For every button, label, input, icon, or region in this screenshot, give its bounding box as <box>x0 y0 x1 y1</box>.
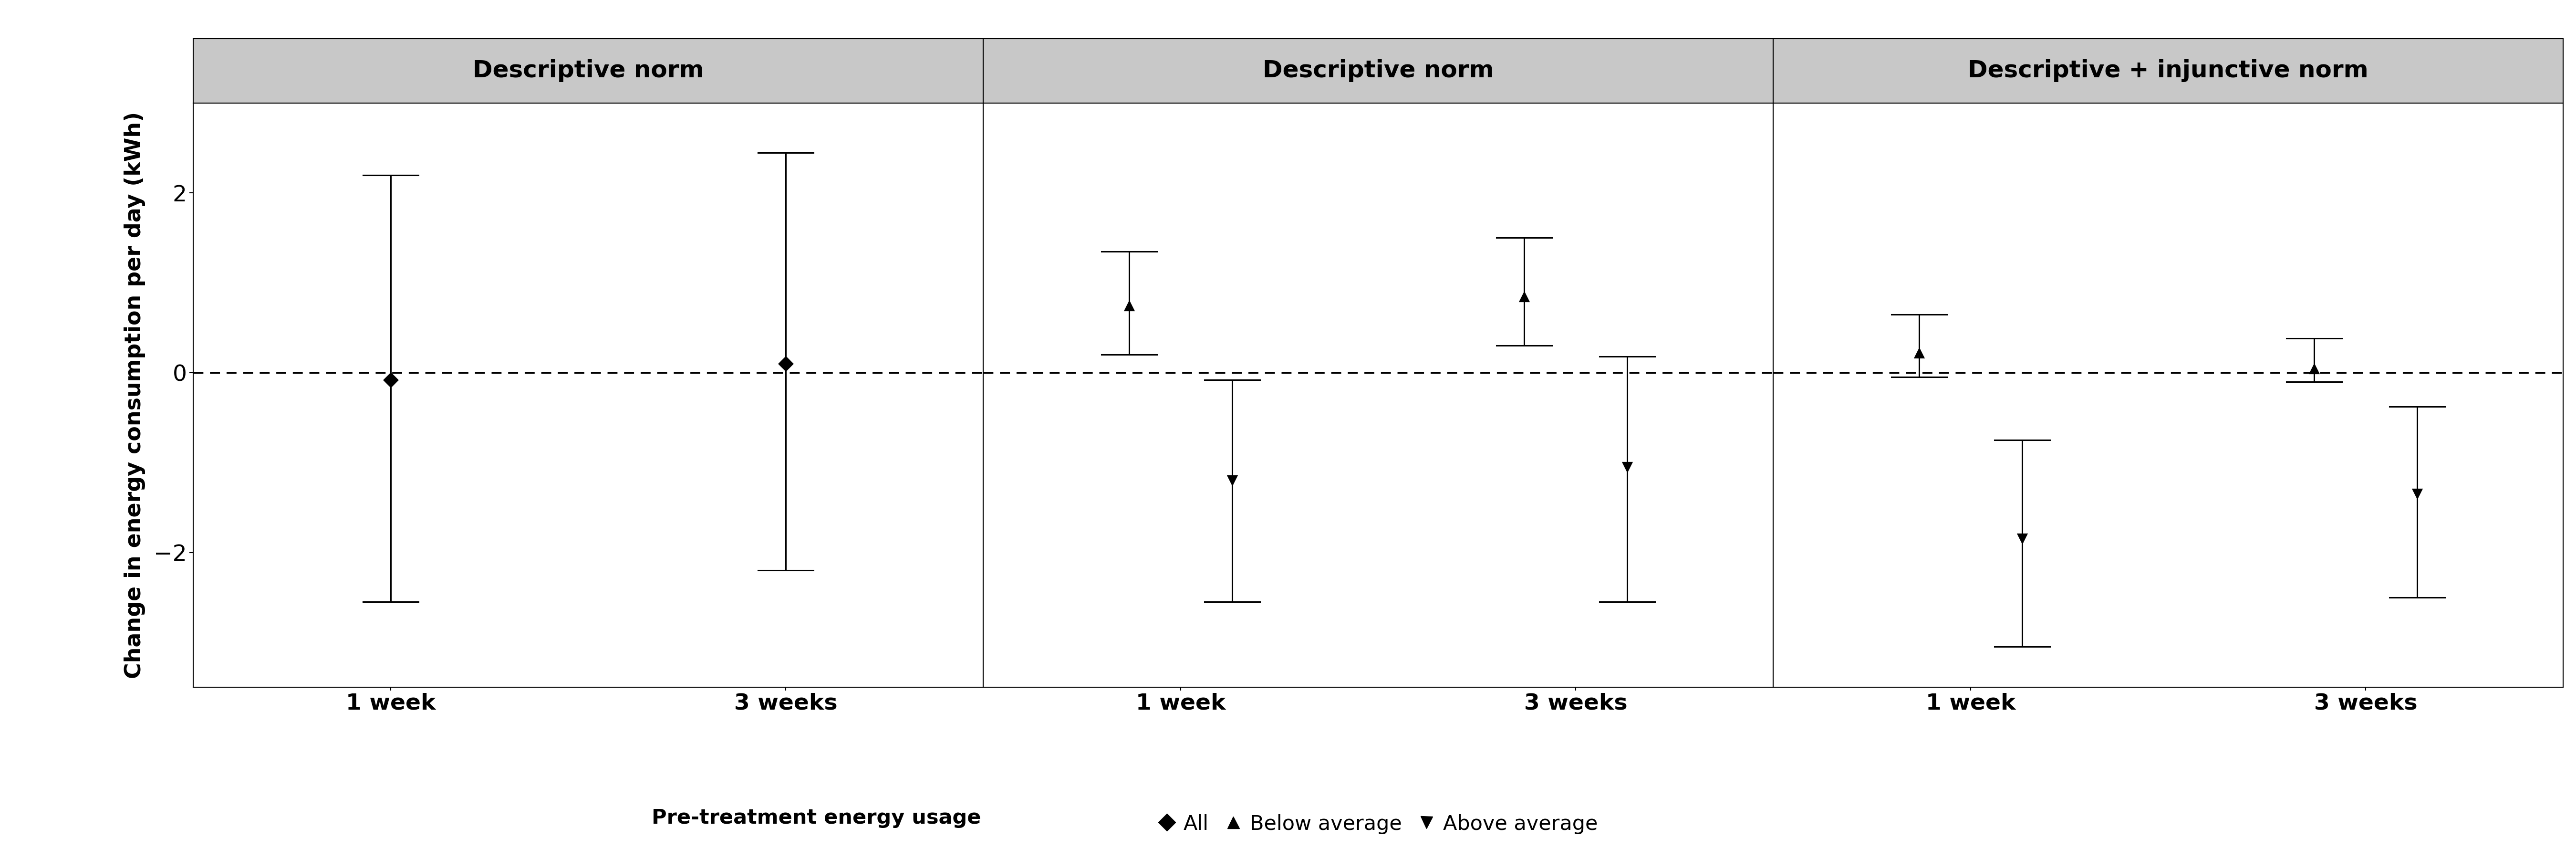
Point <box>1607 460 1649 474</box>
Point <box>1899 346 1940 360</box>
Legend: All, Below average, Above average: All, Below average, Above average <box>1151 807 1605 840</box>
Point <box>765 356 806 370</box>
Text: Descriptive norm: Descriptive norm <box>1262 59 1494 82</box>
Point <box>1108 298 1149 312</box>
Text: Pre-treatment energy usage: Pre-treatment energy usage <box>652 807 981 828</box>
Point <box>2002 532 2043 545</box>
Point <box>1211 473 1252 487</box>
Text: Descriptive + injunctive norm: Descriptive + injunctive norm <box>1968 59 2367 82</box>
Y-axis label: Change in energy consumption per day (kWh): Change in energy consumption per day (kW… <box>124 112 147 679</box>
Point <box>2293 362 2334 375</box>
Point <box>2396 487 2437 501</box>
Point <box>1504 289 1546 303</box>
Point <box>371 373 412 387</box>
Text: Descriptive norm: Descriptive norm <box>471 59 703 82</box>
